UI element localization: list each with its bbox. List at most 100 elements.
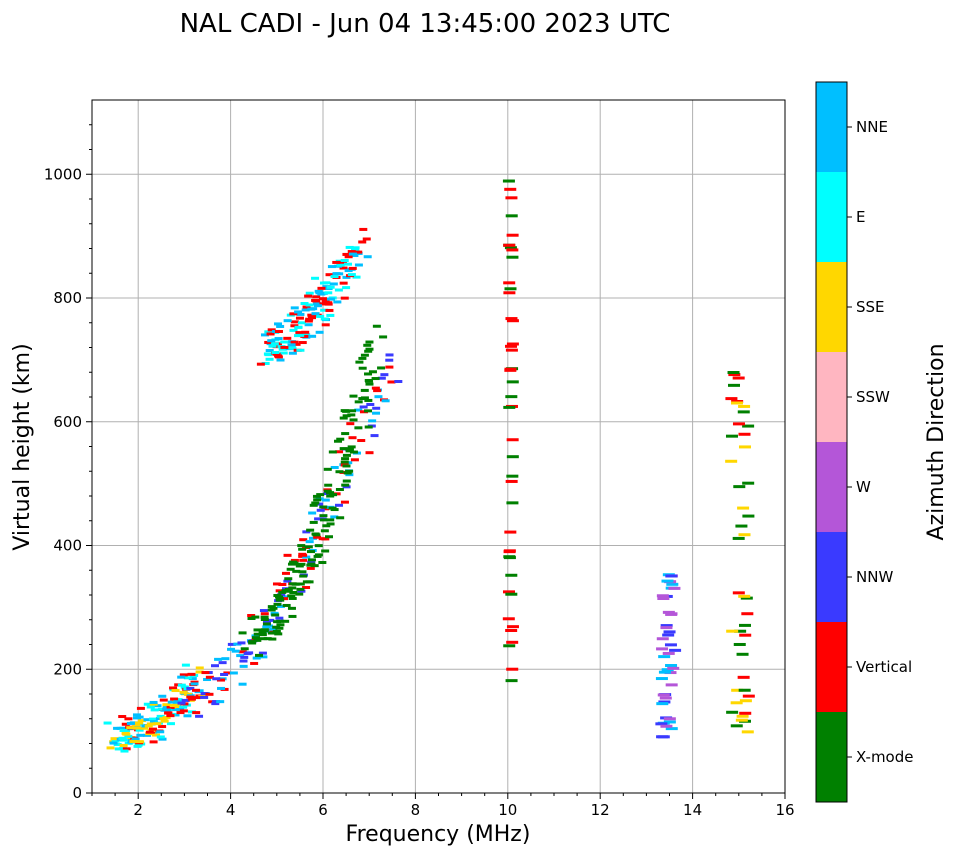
echo-point — [294, 310, 303, 314]
echo-point — [660, 626, 673, 630]
echo-point — [371, 386, 380, 390]
echo-point — [200, 692, 209, 696]
echo-point — [506, 255, 519, 259]
echo-point — [307, 558, 316, 562]
echo-point — [341, 457, 350, 461]
echo-point — [188, 677, 197, 681]
echo-point — [283, 319, 292, 323]
echo-point — [339, 447, 348, 451]
echo-point — [373, 389, 382, 393]
echo-point — [269, 631, 278, 635]
echo-point — [221, 657, 230, 661]
echo-point — [212, 700, 221, 704]
echo-point — [374, 395, 383, 399]
echo-point — [160, 719, 169, 723]
echo-point — [289, 590, 298, 594]
echo-point — [317, 286, 326, 290]
echo-point — [360, 396, 369, 400]
echo-point — [287, 346, 296, 350]
echo-point — [111, 739, 120, 743]
echo-point — [134, 721, 143, 725]
echo-point — [351, 246, 360, 250]
echo-point — [738, 533, 751, 537]
echo-point — [302, 333, 311, 337]
echo-point — [212, 677, 221, 681]
echo-point — [316, 508, 325, 512]
echo-point — [739, 711, 752, 715]
echo-point — [258, 633, 267, 637]
x-tick-label: 4 — [226, 801, 236, 819]
echo-point — [169, 686, 178, 690]
echo-point — [342, 414, 351, 418]
echo-point — [503, 556, 516, 560]
echo-point — [304, 319, 313, 323]
echo-point — [354, 426, 363, 430]
echo-point — [281, 589, 290, 593]
echo-point — [345, 469, 354, 473]
echo-point — [214, 657, 223, 661]
echo-point — [346, 422, 355, 426]
echo-point — [145, 730, 154, 734]
echo-point — [730, 401, 743, 405]
x-tick-label: 12 — [591, 801, 610, 819]
echo-point — [655, 722, 668, 726]
echo-point — [329, 282, 338, 286]
echo-point — [656, 637, 669, 641]
echo-point — [312, 295, 321, 299]
echo-point — [319, 505, 328, 509]
echo-point — [505, 573, 518, 577]
echo-point — [137, 719, 146, 723]
echo-point — [271, 613, 280, 617]
echo-point — [158, 694, 167, 698]
echo-points — [103, 179, 755, 753]
echo-point — [247, 614, 256, 618]
echo-point — [319, 514, 328, 518]
echo-point — [270, 611, 279, 615]
echo-point — [306, 563, 315, 567]
echo-point — [280, 345, 289, 349]
colorbar-segment-sse — [816, 262, 847, 352]
echo-point — [377, 376, 386, 380]
echo-point — [503, 243, 516, 247]
echo-point — [187, 697, 196, 701]
echo-point — [268, 637, 277, 641]
echo-point — [358, 356, 367, 360]
echo-point — [330, 508, 339, 512]
echo-point — [506, 667, 519, 671]
echo-point — [342, 275, 351, 279]
echo-point — [335, 488, 344, 492]
echo-point — [332, 272, 341, 276]
echo-point — [186, 686, 195, 690]
echo-point — [738, 445, 751, 449]
echo-point — [276, 619, 285, 623]
echo-point — [364, 372, 373, 376]
echo-point — [223, 671, 232, 675]
echo-point — [240, 655, 249, 659]
echo-point — [503, 291, 516, 295]
echo-point — [368, 419, 377, 423]
echo-point — [218, 661, 227, 665]
echo-point — [343, 471, 352, 475]
echo-point — [119, 743, 128, 747]
echo-point — [324, 302, 333, 306]
echo-point — [290, 320, 299, 324]
x-tick-label: 14 — [683, 801, 702, 819]
echo-point — [370, 434, 379, 438]
echo-point — [195, 666, 204, 670]
echo-point — [116, 726, 125, 730]
echo-point — [503, 549, 516, 553]
echo-point — [742, 514, 755, 518]
echo-point — [502, 617, 515, 621]
echo-point — [352, 275, 361, 279]
echo-point — [295, 316, 304, 320]
echo-point — [741, 730, 754, 734]
echo-point — [296, 312, 305, 316]
echo-point — [342, 453, 351, 457]
echo-point — [336, 516, 345, 520]
echo-point — [146, 722, 155, 726]
echo-point — [132, 713, 141, 717]
echo-point — [321, 507, 330, 511]
echo-point — [310, 564, 319, 568]
echo-point — [302, 586, 311, 590]
echo-point — [732, 591, 745, 595]
